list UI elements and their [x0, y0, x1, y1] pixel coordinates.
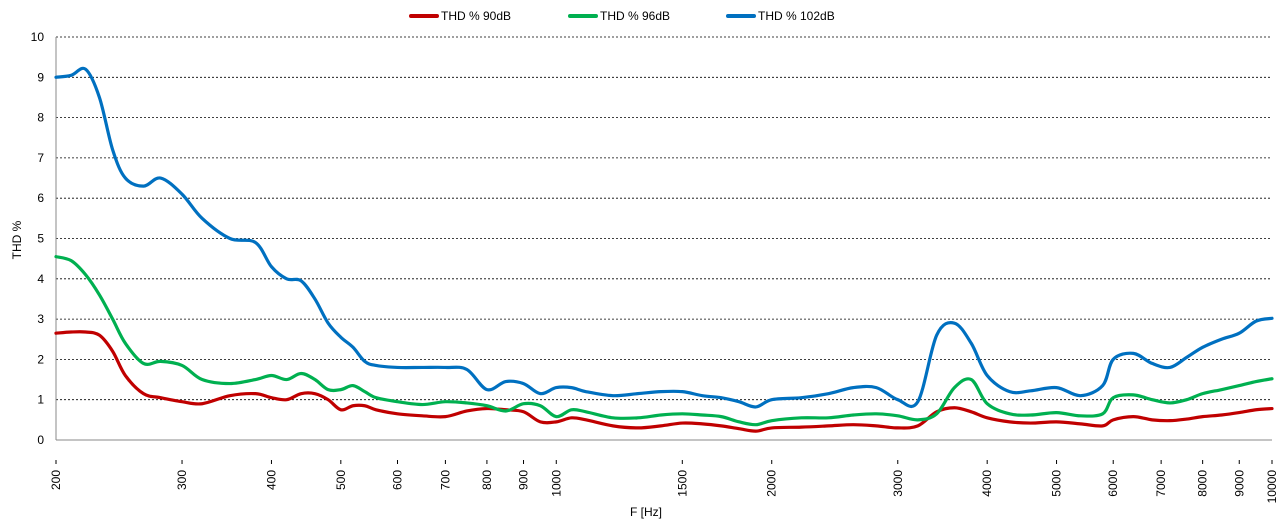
y-tick-label: 5: [37, 232, 44, 246]
x-tick-label: 300: [175, 470, 189, 490]
x-tick-label: 200: [49, 470, 63, 490]
legend-label-2: THD % 96dB: [600, 9, 670, 23]
legend-label-3: THD % 102dB: [758, 9, 835, 23]
x-tick-label: 1500: [675, 470, 689, 497]
y-tick-label: 9: [37, 70, 44, 84]
y-tick-labels: 0 1 2 3 4 5 6 7 8 9 10: [31, 30, 45, 447]
series-layer: [54, 66, 1274, 433]
y-tick-label: 8: [37, 111, 44, 125]
x-tick-label: 600: [390, 470, 404, 490]
x-tick-label: 5000: [1050, 470, 1064, 497]
x-tick-labels: 200 300 400 500 600 700 800 900 1000 1500 2000 3000…: [49, 460, 1279, 503]
x-tick-label: 4000: [980, 470, 994, 497]
y-tick-label: 3: [37, 312, 44, 326]
x-tick-label: 2000: [765, 470, 779, 497]
x-tick-label: 8000: [1196, 470, 1210, 497]
y-tick-label: 10: [31, 30, 45, 44]
x-tick-label: 10000: [1265, 470, 1279, 504]
y-tick-label: 6: [37, 191, 44, 205]
x-tick-label: 9000: [1232, 470, 1246, 497]
x-tick-label: 400: [264, 470, 278, 490]
series-line-2: [54, 255, 1274, 427]
series-line-1: [54, 330, 1274, 433]
y-tick-label: 1: [37, 393, 44, 407]
x-tick-label: 700: [438, 470, 452, 490]
x-axis-title: F [Hz]: [630, 505, 662, 519]
series-line-3: [54, 66, 1274, 409]
x-tick-label: 1000: [549, 470, 563, 497]
legend: THD % 90dB THD % 96dB THD % 102dB: [409, 9, 835, 23]
x-tick-label: 7000: [1154, 470, 1168, 497]
x-tick-label: 900: [517, 470, 531, 490]
y-tick-label: 4: [37, 272, 44, 286]
x-tick-label: 500: [334, 470, 348, 490]
legend-label-1: THD % 90dB: [441, 9, 511, 23]
y-tick-label: 2: [37, 352, 44, 366]
gridlines: [56, 36, 1272, 401]
x-tick-label: 3000: [891, 470, 905, 497]
y-tick-label: 7: [37, 151, 44, 165]
x-tick-label: 800: [480, 470, 494, 490]
axes: [55, 37, 1272, 441]
y-tick-label: 0: [37, 433, 44, 447]
y-axis-title: THD %: [10, 220, 24, 259]
x-tick-label: 6000: [1106, 470, 1120, 497]
